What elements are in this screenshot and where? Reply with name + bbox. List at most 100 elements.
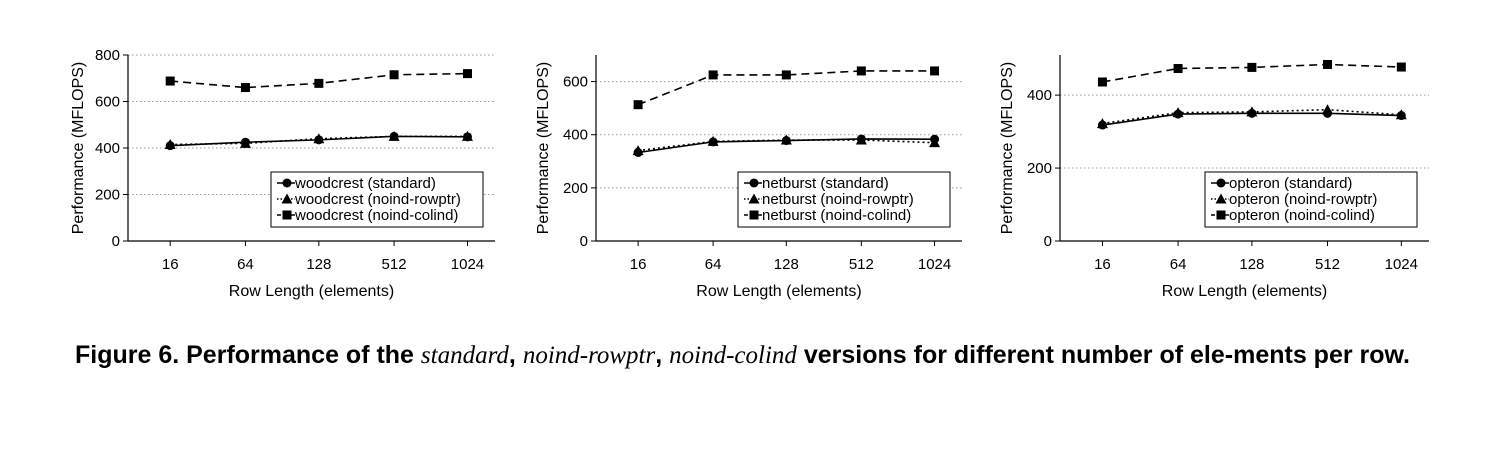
data-point (240, 83, 250, 93)
x-tick-label: 1024 (918, 256, 951, 273)
data-point (164, 139, 176, 150)
data-point (780, 134, 792, 145)
data-point (1246, 106, 1258, 117)
legend-box (1204, 171, 1418, 228)
caption-noind-rowptr: noind-rowptr (522, 342, 656, 369)
series-square (633, 66, 940, 110)
data-point (781, 70, 791, 80)
data-point (632, 145, 644, 156)
legend-label: opteron (standard) (1229, 175, 1352, 192)
caption-sep-1: , (508, 341, 523, 369)
data-point (707, 135, 719, 146)
legend-label: opteron (noind-colind) (1229, 207, 1375, 224)
series-square (165, 69, 472, 93)
y-tick-label: 200 (563, 180, 588, 197)
data-point (389, 70, 399, 80)
y-tick-label: 0 (1044, 233, 1052, 250)
data-point (929, 137, 941, 148)
chart-panel-3: 0 200 400 16 64 128 512 1024 Row Length (element… (999, 55, 1429, 300)
legend-box (737, 171, 951, 228)
legend-label: woodcrest (noind-colind) (294, 207, 458, 224)
data-point (855, 134, 867, 145)
y-tick-label: 400 (563, 127, 588, 144)
series-line (637, 70, 935, 106)
data-point (1097, 77, 1107, 87)
legend-marker (281, 193, 293, 204)
figure-caption: Figure 6. Performance of the standard, n… (75, 338, 1435, 373)
y-tick-label: 800 (95, 47, 120, 64)
data-point (1395, 109, 1407, 120)
chart-panel-1: 0 200 400 600 800 16 64 128 512 1024 Row Length (e… (70, 47, 495, 300)
legend-label: opteron (noind-rowptr) (1229, 191, 1377, 208)
y-axis-label: Performance (MFLOPS) (535, 62, 552, 234)
y-axis-label: Performance (MFLOPS) (70, 62, 87, 234)
x-tick-label: 1024 (1385, 256, 1418, 273)
legend-marker (1216, 210, 1226, 220)
data-point (1322, 104, 1334, 115)
legend-marker (1216, 178, 1226, 188)
y-tick-label: 600 (563, 74, 588, 91)
y-tick-label: 400 (95, 140, 120, 157)
data-point (462, 69, 472, 79)
x-tick-label: 16 (1094, 256, 1111, 273)
caption-noind-colind: noind-colind (669, 342, 797, 369)
x-tick-label: 128 (1239, 256, 1264, 273)
data-point (461, 130, 473, 141)
x-tick-label: 16 (630, 256, 647, 273)
figure-charts: 0 200 400 600 800 16 64 128 512 1024 Row Length (e… (70, 47, 1429, 300)
data-point (1396, 62, 1406, 72)
x-tick-label: 64 (705, 256, 722, 273)
legend-marker (1215, 193, 1227, 204)
legend-label: netburst (standard) (762, 175, 889, 192)
legend-marker (748, 193, 760, 204)
caption-lead: Figure 6. Performance of the (75, 341, 421, 369)
legend-box (270, 171, 484, 228)
data-point (1096, 118, 1108, 129)
caption-standard: standard (420, 342, 509, 369)
x-tick-label: 512 (849, 256, 874, 273)
series-triangle (632, 134, 941, 156)
legend: opteron (standard)opteron (noind-rowptr)… (1204, 171, 1418, 228)
legend-marker (749, 210, 759, 220)
y-axis-label: Performance (MFLOPS) (999, 62, 1016, 234)
series-square (1097, 59, 1406, 87)
data-point (930, 66, 940, 76)
data-point (165, 76, 175, 86)
legend-label: netburst (noind-rowptr) (762, 191, 914, 208)
series-triangle (1096, 104, 1407, 129)
legend-label: woodcrest (standard) (294, 175, 436, 192)
x-tick-label: 128 (306, 256, 331, 273)
caption-rest: versions for different number of ele-men… (796, 341, 1410, 369)
legend-marker (282, 210, 292, 220)
data-point (1172, 107, 1184, 118)
x-tick-label: 512 (1315, 256, 1340, 273)
data-point (633, 100, 643, 110)
y-tick-label: 400 (1027, 87, 1052, 104)
data-point (856, 66, 866, 76)
legend-marker (749, 178, 759, 188)
caption-sep-2: , (655, 341, 670, 369)
y-tick-label: 200 (95, 187, 120, 204)
data-point (239, 137, 251, 148)
x-tick-label: 1024 (451, 256, 484, 273)
x-axis-label: Row Length (elements) (229, 283, 394, 300)
data-point (388, 130, 400, 141)
data-point (708, 70, 718, 80)
data-point (314, 78, 324, 88)
legend-label: woodcrest (noind-rowptr) (294, 191, 461, 208)
x-tick-label: 64 (1170, 256, 1187, 273)
y-tick-label: 200 (1027, 160, 1052, 177)
y-tick-label: 600 (95, 94, 120, 111)
x-axis-label: Row Length (elements) (696, 283, 861, 300)
data-point (1173, 63, 1183, 73)
x-tick-label: 512 (382, 256, 407, 273)
data-point (1323, 59, 1333, 69)
chart-panel-2: 0 200 400 600 16 64 128 512 1024 Row Length (elem… (535, 55, 962, 300)
series-line (637, 139, 935, 152)
legend: woodcrest (standard)woodcrest (noind-row… (270, 171, 484, 228)
series-line (170, 135, 468, 146)
series-triangle (164, 130, 473, 150)
x-tick-label: 16 (162, 256, 179, 273)
legend-marker (282, 178, 292, 188)
x-tick-label: 64 (237, 256, 254, 273)
